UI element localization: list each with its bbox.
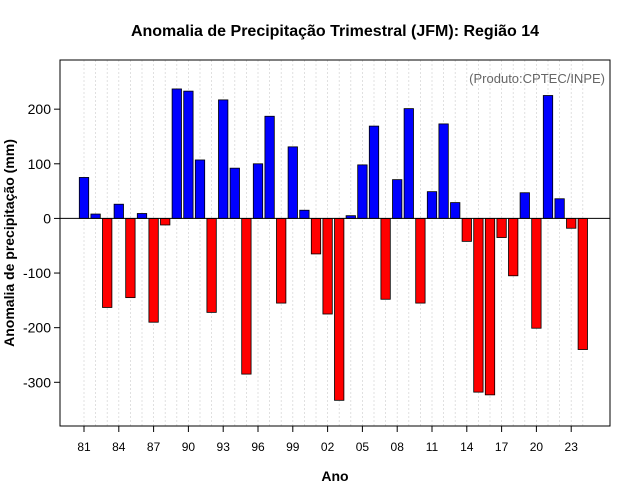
bar-2000 — [299, 209, 310, 219]
plot-frame — [59, 59, 611, 427]
x-tick-label: 87 — [147, 440, 161, 454]
bar-2001 — [310, 218, 322, 255]
bar-1990 — [183, 90, 194, 219]
bar-2012 — [438, 123, 449, 219]
bar-1999 — [287, 146, 298, 219]
y-tick-label: -100 — [23, 265, 51, 281]
bar-2019 — [519, 192, 530, 219]
bar-2014 — [461, 218, 472, 242]
x-axis: 81 84 87 90 93 96 99 02 05 08 11 14 17 20 23 — [77, 426, 578, 454]
bar-2017 — [496, 218, 507, 238]
bar-1996 — [252, 163, 264, 219]
chart-title: Anomalia de Precipitação Trimestral (JFM… — [131, 23, 539, 40]
bar-2003 — [334, 218, 345, 401]
x-tick-label: 02 — [321, 440, 335, 454]
bar-2021 — [542, 95, 554, 219]
y-tick-label: 0 — [43, 210, 51, 226]
bar-1991 — [194, 159, 206, 219]
bar-2005 — [357, 164, 368, 219]
bar-1995 — [241, 218, 252, 375]
bar-1997 — [264, 115, 275, 219]
bar-1985 — [125, 218, 136, 299]
bar-1992 — [206, 218, 217, 313]
bar-2024 — [577, 218, 588, 350]
x-tick-label: 23 — [565, 440, 579, 454]
bar-1987 — [148, 218, 159, 323]
bar-2016 — [484, 218, 496, 396]
x-tick-label: 84 — [112, 440, 126, 454]
x-tick-label: 17 — [495, 440, 509, 454]
bar-1989 — [171, 88, 182, 219]
bar-1986 — [136, 213, 148, 219]
x-axis-label: Ano — [321, 468, 348, 484]
bar-1988 — [160, 218, 171, 226]
bar-2010 — [415, 218, 426, 304]
bar-2006 — [368, 125, 380, 219]
x-tick-label: 20 — [530, 440, 544, 454]
bar-1998 — [276, 218, 287, 304]
y-tick-label: -200 — [23, 320, 51, 336]
x-tick-label: 11 — [426, 440, 439, 454]
x-tick-label: 14 — [460, 440, 474, 454]
bar-1994 — [229, 167, 240, 219]
bar-2013 — [450, 202, 461, 219]
bar-2018 — [508, 218, 519, 277]
bar-2020 — [531, 218, 542, 329]
x-tick-label: 99 — [286, 440, 300, 454]
x-tick-label: 81 — [77, 440, 91, 454]
bar-2022 — [554, 198, 565, 219]
bar-1984 — [113, 203, 124, 219]
y-tick-label: 200 — [28, 101, 52, 117]
bar-1982 — [90, 213, 101, 219]
x-tick-label: 96 — [251, 440, 265, 454]
bar-2009 — [403, 108, 414, 219]
bar-2007 — [380, 218, 391, 300]
bar-2015 — [473, 218, 484, 393]
bar-series — [78, 88, 588, 401]
bar-2002 — [322, 218, 333, 315]
bar-2008 — [392, 179, 403, 219]
bar-1983 — [102, 218, 113, 308]
bar-2023 — [566, 218, 577, 229]
y-axis: -300 -200 -100 0 100 200 — [23, 101, 60, 390]
x-tick-label: 05 — [356, 440, 370, 454]
chart-annotation: (Produto:CPTEC/INPE) — [469, 71, 605, 86]
y-axis-label: Anomalia de precipitação (mm) — [1, 139, 17, 347]
bar-2011 — [426, 191, 438, 219]
bar-1993 — [218, 99, 229, 219]
y-tick-label: -300 — [23, 374, 51, 390]
x-tick-label: 90 — [182, 440, 196, 454]
y-tick-label: 100 — [28, 156, 52, 172]
x-tick-label: 08 — [391, 440, 405, 454]
x-tick-label: 93 — [217, 440, 231, 454]
bar-1981 — [78, 177, 90, 219]
